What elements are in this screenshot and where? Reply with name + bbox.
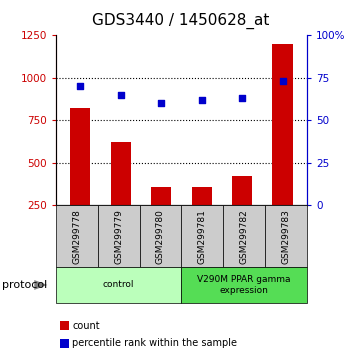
Text: count: count bbox=[72, 321, 100, 331]
Point bbox=[239, 96, 245, 101]
Text: GSM299781: GSM299781 bbox=[198, 209, 207, 264]
Text: V290M PPAR gamma
expression: V290M PPAR gamma expression bbox=[197, 275, 291, 295]
Text: protocol: protocol bbox=[2, 280, 47, 290]
Polygon shape bbox=[34, 280, 47, 290]
Text: GSM299783: GSM299783 bbox=[282, 209, 291, 264]
Bar bbox=[232, 176, 252, 248]
Text: GSM299782: GSM299782 bbox=[240, 209, 249, 264]
Text: percentile rank within the sample: percentile rank within the sample bbox=[72, 338, 237, 348]
Bar bbox=[70, 108, 90, 248]
Text: GSM299779: GSM299779 bbox=[114, 209, 123, 264]
Point bbox=[158, 101, 164, 106]
Text: GSM299778: GSM299778 bbox=[72, 209, 81, 264]
Text: GDS3440 / 1450628_at: GDS3440 / 1450628_at bbox=[92, 12, 269, 29]
Text: control: control bbox=[103, 280, 134, 290]
Bar bbox=[192, 187, 212, 248]
Bar bbox=[110, 142, 131, 248]
Point bbox=[280, 79, 286, 84]
Bar bbox=[273, 44, 293, 248]
Point bbox=[118, 92, 123, 98]
Point bbox=[199, 97, 205, 103]
Bar bbox=[151, 188, 171, 248]
Point bbox=[77, 84, 83, 89]
Text: GSM299780: GSM299780 bbox=[156, 209, 165, 264]
